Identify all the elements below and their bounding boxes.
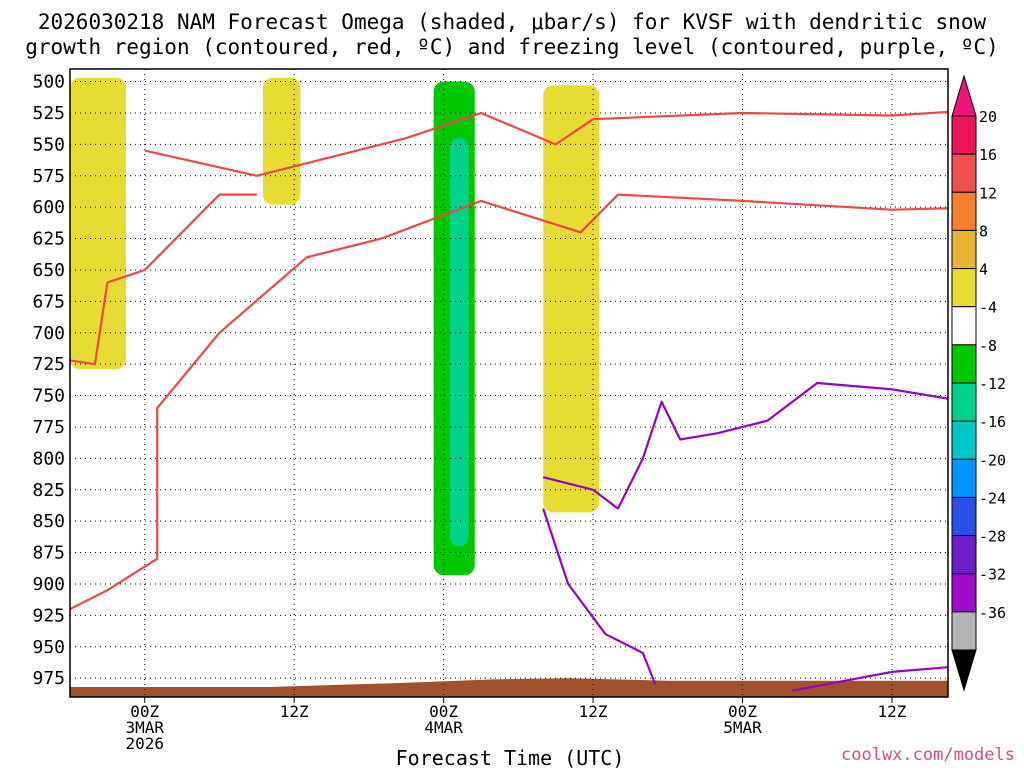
colorbar-band-13 [951,611,977,651]
x-axis-label: Forecast Time (UTC) [396,746,625,768]
omega-shaded-region-3 [263,77,301,205]
x-tick-label-12-0: 12Z [280,702,309,721]
colorbar-band-1 [951,153,977,193]
x-tick-label-36-0: 12Z [579,702,608,721]
terrain [70,678,948,697]
x-tick-label-24-1: 4MAR [424,718,463,737]
y-tick-label-900: 900 [32,574,65,595]
colorbar-label-4: 4 [979,261,988,279]
colorbar-band-7 [951,382,977,422]
y-tick-label-700: 700 [32,323,65,344]
contours [70,110,948,692]
x-tick-label-48-1: 5MAR [723,718,762,737]
x-tick-label-48-0: 00Z [728,702,757,721]
y-tick-label-925: 925 [32,605,65,626]
colorbar-label-5: -4 [979,299,997,317]
contour-line-3 [542,381,948,510]
watermark: coolwx.com/models [841,745,1015,765]
x-tick-label-24-0: 00Z [429,702,458,721]
colorbar-band-2 [951,191,977,231]
colorbar-label-7: -12 [979,375,1006,393]
y-tick-label-525: 525 [32,103,65,124]
contour-line-0 [144,110,948,177]
colorbar-label-3: 8 [979,222,988,240]
y-tick-label-750: 750 [32,386,65,407]
colorbar-band-9 [951,458,977,498]
colorbar-label-8: -16 [979,413,1006,431]
y-tick-label-950: 950 [32,637,65,658]
x-tick-label-0-1: 3MAR [125,718,164,737]
colorbar-label-12: -32 [979,566,1006,584]
chart-title-line2: growth region (contoured, red, ºC) and f… [25,35,999,59]
contour-line-5 [792,666,948,692]
omega-shaded-region-2 [70,77,127,370]
colorbar-label-10: -24 [979,489,1006,507]
y-tick-label-975: 975 [32,668,65,689]
colorbar-label-0: 20 [979,108,997,126]
colorbar-band-6 [951,344,977,384]
colorbar-band-10 [951,496,977,537]
y-tick-label-675: 675 [32,291,65,312]
x-tick-label-0-0: 00Z [130,702,159,721]
y-tick-label-575: 575 [32,166,65,187]
colorbar-band-8 [951,420,977,460]
y-tick-label-625: 625 [32,229,65,250]
omega-shaded-region-1 [449,138,469,547]
colorbar: 20 16 12 8 4 -4 -8 -12 -16 -20 -24 -28 -32 -36 [951,74,1006,692]
colorbar-label-11: -28 [979,528,1006,546]
colorbar-label-9: -20 [979,451,1006,469]
colorbar-under-arrow [951,649,977,692]
y-tick-label-500: 500 [32,72,65,93]
omega-shaded-region-4 [543,85,600,513]
y-tick-label-875: 875 [32,543,65,564]
y-tick-label-825: 825 [32,480,65,501]
colorbar-band-0 [951,115,977,155]
colorbar-band-12 [951,573,977,613]
y-tick-label-650: 650 [32,260,65,281]
colorbar-band-11 [951,535,977,575]
colorbar-band-3 [951,229,977,270]
chart-title-line1: 2026030218 NAM Forecast Omega (shaded, μ… [38,10,987,34]
contour-line-4 [542,508,657,685]
y-tick-label-550: 550 [32,134,65,155]
colorbar-over-arrow [951,74,977,117]
y-tick-label-850: 850 [32,511,65,532]
y-tick-label-600: 600 [32,197,65,218]
plot-frame [69,68,949,698]
y-tick-label-725: 725 [32,354,65,375]
axes: 500 525 550 575 600 625 650 675 700 725 750 775 800 8… [32,68,949,753]
colorbar-label-13: -36 [979,604,1006,622]
colorbar-label-6: -8 [979,337,997,355]
y-tick-label-775: 775 [32,417,65,438]
x-tick-label-60-0: 12Z [878,702,907,721]
plot-area [70,77,948,697]
colorbar-band-5 [951,306,977,346]
colorbar-label-1: 16 [979,146,997,164]
colorbar-label-2: 12 [979,184,997,202]
contour-line-2 [70,193,257,366]
shaded-field [70,77,948,697]
x-tick-label-0-2: 2026 [125,734,164,753]
y-tick-label-800: 800 [32,448,65,469]
contour-line-1 [70,193,948,611]
colorbar-band-4 [951,268,977,308]
